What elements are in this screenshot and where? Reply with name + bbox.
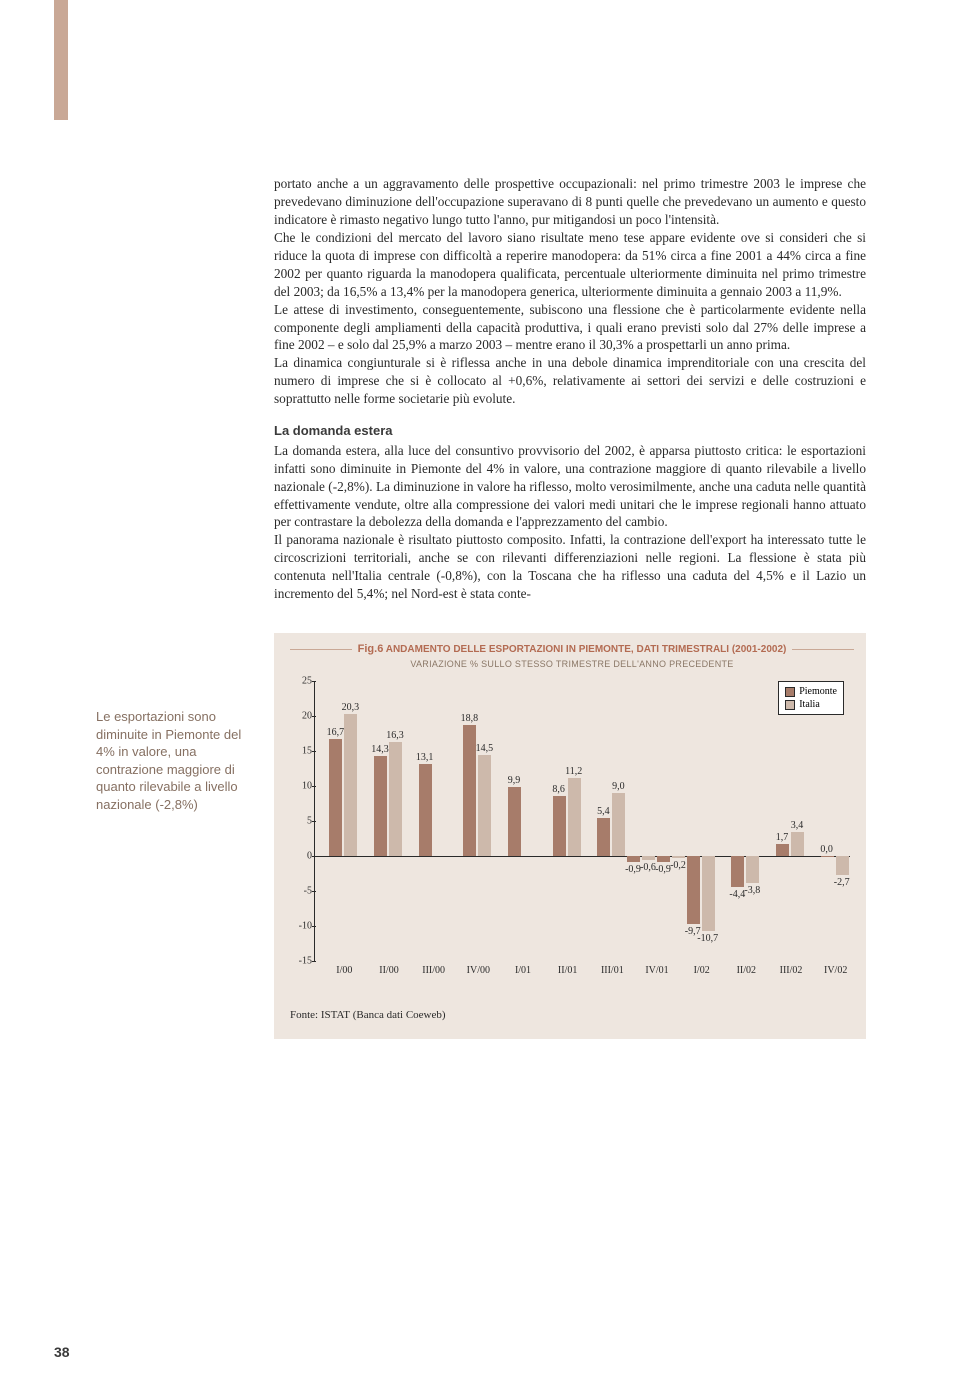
- paragraph-3: Le attese di investimento, conseguenteme…: [274, 301, 866, 355]
- chart-title-text: ANDAMENTO DELLE ESPORTAZIONI IN PIEMONTE…: [383, 644, 786, 655]
- y-tick-mark: [312, 856, 316, 857]
- x-axis-label: I/02: [694, 965, 710, 976]
- bar-value-label: 13,1: [412, 752, 438, 763]
- bar-i: [702, 856, 715, 931]
- bar-value-label: 0,0: [814, 844, 840, 855]
- y-tick-mark: [312, 891, 316, 892]
- bar-i: [478, 755, 491, 857]
- body-text-block: portato anche a un aggravamento delle pr…: [274, 175, 866, 603]
- y-tick-label: 5: [290, 816, 312, 827]
- zero-line: [314, 856, 850, 857]
- x-axis-label: II/00: [379, 965, 398, 976]
- x-axis-label: III/02: [780, 965, 803, 976]
- x-axis-label: II/01: [558, 965, 577, 976]
- paragraph-1: portato anche a un aggravamento delle pr…: [274, 175, 866, 229]
- y-tick-mark: [312, 751, 316, 752]
- x-axis-label: IV/02: [824, 965, 847, 976]
- y-tick-label: -5: [290, 886, 312, 897]
- bar-i: [746, 856, 759, 883]
- page-content: portato anche a un aggravamento delle pr…: [0, 0, 960, 1079]
- section-heading: La domanda estera: [274, 422, 866, 440]
- chart-figure-number: Fig.6: [358, 643, 384, 655]
- bar-value-label: 9,0: [605, 781, 631, 792]
- paragraph-4: La dinamica congiunturale si è riflessa …: [274, 354, 866, 408]
- bar-i: [642, 856, 655, 860]
- bar-p: [374, 756, 387, 856]
- paragraph-6: Il panorama nazionale è risultato piutto…: [274, 531, 866, 603]
- y-tick-mark: [312, 716, 316, 717]
- bar-i: [672, 856, 685, 857]
- bar-p: [776, 844, 789, 856]
- bar-p: [419, 764, 432, 856]
- chart-plot-area: Piemonte Italia -15-10-50510152025I/0016…: [290, 681, 854, 991]
- y-tick-mark: [312, 821, 316, 822]
- bar-p: [508, 787, 521, 856]
- y-tick-label: -15: [290, 956, 312, 967]
- chart-title-rule-right: [792, 649, 854, 650]
- y-tick-mark: [312, 786, 316, 787]
- y-tick-mark: [312, 681, 316, 682]
- x-axis-label: IV/00: [467, 965, 490, 976]
- bar-value-label: 3,4: [784, 820, 810, 831]
- x-axis-label: IV/01: [645, 965, 668, 976]
- legend-label-piemonte: Piemonte: [799, 686, 837, 697]
- x-axis-label: III/01: [601, 965, 624, 976]
- paragraph-2: Che le condizioni del mercato del lavoro…: [274, 229, 866, 301]
- bar-value-label: 18,8: [456, 713, 482, 724]
- chart-legend: Piemonte Italia: [778, 681, 844, 715]
- y-tick-label: 20: [290, 711, 312, 722]
- y-tick-label: 25: [290, 676, 312, 687]
- bar-value-label: 16,3: [382, 730, 408, 741]
- bar-value-label: -3,8: [739, 885, 765, 896]
- x-axis-label: I/00: [336, 965, 352, 976]
- figure-6-chart: Fig.6 ANDAMENTO DELLE ESPORTAZIONI IN PI…: [274, 633, 866, 1039]
- bar-i: [836, 856, 849, 875]
- y-tick-mark: [312, 926, 316, 927]
- chart-title: Fig.6 ANDAMENTO DELLE ESPORTAZIONI IN PI…: [358, 643, 787, 655]
- bar-p: [329, 739, 342, 856]
- bar-p: [821, 856, 834, 857]
- bar-value-label: -2,7: [829, 877, 855, 888]
- chart-subtitle: VARIAZIONE % SULLO STESSO TRIMESTRE DELL…: [290, 659, 854, 669]
- bar-i: [389, 742, 402, 856]
- chart-title-rule-left: [290, 649, 352, 650]
- bar-value-label: 11,2: [561, 766, 587, 777]
- legend-swatch-piemonte: [785, 687, 795, 697]
- page-number: 38: [54, 1344, 70, 1360]
- x-axis-label: I/01: [515, 965, 531, 976]
- bar-value-label: 9,9: [501, 775, 527, 786]
- bar-p: [731, 856, 744, 887]
- legend-row-italia: Italia: [785, 699, 837, 710]
- bar-value-label: -10,7: [695, 933, 721, 944]
- bar-i: [612, 793, 625, 856]
- chart-plot: Piemonte Italia -15-10-50510152025I/0016…: [314, 681, 850, 961]
- legend-swatch-italia: [785, 700, 795, 710]
- y-tick-label: 0: [290, 851, 312, 862]
- bar-p: [553, 796, 566, 856]
- bar-i: [791, 832, 804, 856]
- x-axis-label: III/00: [422, 965, 445, 976]
- x-axis-label: II/02: [737, 965, 756, 976]
- bar-value-label: 20,3: [337, 702, 363, 713]
- paragraph-5: La domanda estera, alla luce del consunt…: [274, 442, 866, 532]
- legend-label-italia: Italia: [799, 699, 820, 710]
- sidebar-margin-note: Le esportazioni sono diminuite in Piemon…: [96, 708, 254, 813]
- bar-i: [344, 714, 357, 856]
- y-tick-mark: [312, 961, 316, 962]
- y-tick-label: 10: [290, 781, 312, 792]
- chart-title-row: Fig.6 ANDAMENTO DELLE ESPORTAZIONI IN PI…: [290, 643, 854, 655]
- y-tick-label: -10: [290, 921, 312, 932]
- bar-p: [687, 856, 700, 924]
- chart-source: Fonte: ISTAT (Banca dati Coeweb): [290, 1009, 854, 1021]
- bar-value-label: 14,5: [471, 743, 497, 754]
- y-tick-label: 15: [290, 746, 312, 757]
- legend-row-piemonte: Piemonte: [785, 686, 837, 697]
- bar-i: [568, 778, 581, 856]
- bar-p: [597, 818, 610, 856]
